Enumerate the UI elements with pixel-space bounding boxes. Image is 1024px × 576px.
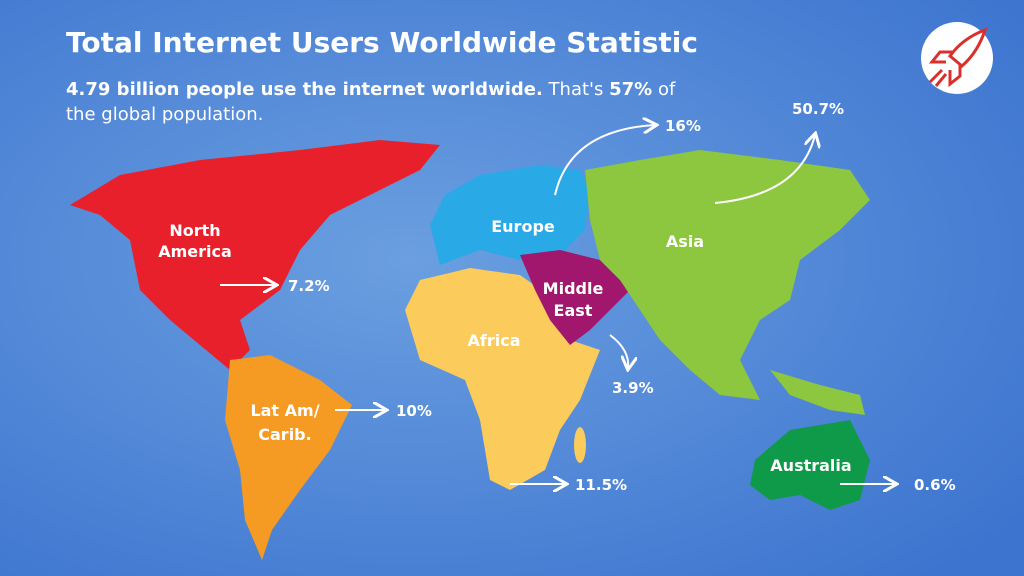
region-share: 50.7% — [792, 100, 844, 118]
region-share: 11.5% — [575, 476, 627, 494]
asia-islands — [770, 370, 865, 415]
region-name: Australia — [770, 456, 851, 475]
region-name: Lat Am/Carib. — [250, 401, 319, 444]
australia — [750, 420, 870, 510]
arrows — [220, 125, 895, 484]
region-name: Asia — [666, 232, 704, 251]
middle-east — [520, 250, 630, 345]
region-name: North America — [158, 221, 232, 261]
asia — [585, 150, 870, 400]
region-share: 16% — [665, 117, 701, 135]
title: Total Internet Users Worldwide Statistic — [66, 26, 698, 59]
region-name: Middle East — [543, 279, 604, 320]
region-share: 10% — [396, 402, 432, 420]
south-america — [225, 355, 352, 560]
europe — [430, 165, 590, 265]
region-name: Africa — [468, 331, 521, 350]
subtitle-line: the global population. — [66, 104, 263, 125]
subtitle: 4.79 billion people use the internet wor… — [66, 79, 676, 100]
rocket-logo — [921, 22, 993, 94]
madagascar — [574, 427, 586, 463]
region-share: 7.2% — [288, 277, 330, 295]
north-america — [70, 140, 440, 370]
region-share: 3.9% — [612, 379, 654, 397]
region-share: 0.6% — [914, 476, 956, 494]
region-name: Europe — [491, 217, 555, 236]
africa — [405, 268, 600, 490]
